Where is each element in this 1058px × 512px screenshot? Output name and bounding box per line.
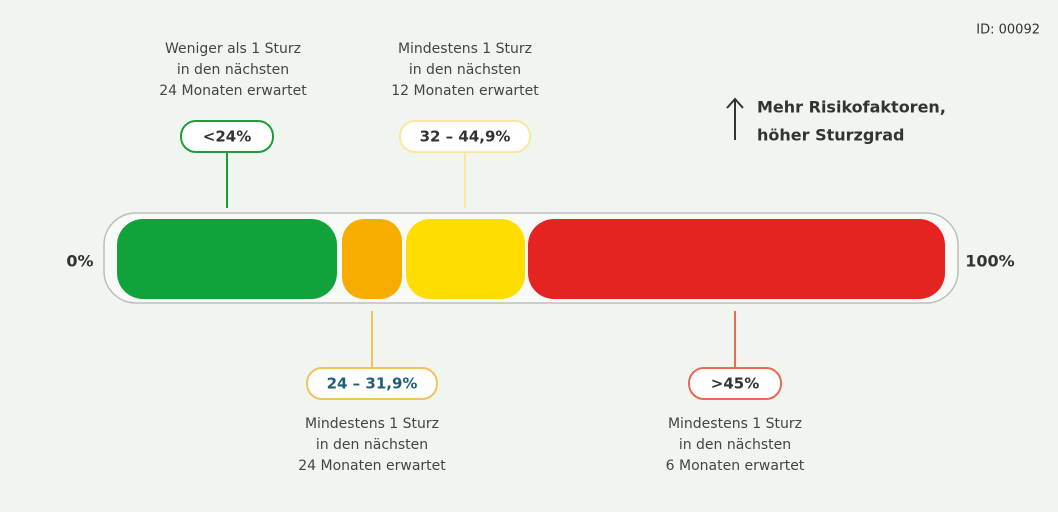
description: in den nächsten xyxy=(177,62,289,78)
description: Mindestens 1 Sturz xyxy=(305,416,439,432)
scale-start: 0% xyxy=(66,252,93,271)
segment-red xyxy=(528,219,945,299)
arrow-head xyxy=(726,97,744,109)
description: 24 Monaten erwartet xyxy=(298,458,446,474)
description: Weniger als 1 Sturz xyxy=(165,41,301,57)
description: 24 Monaten erwartet xyxy=(159,83,307,99)
segment-yellow xyxy=(406,219,525,299)
description: 12 Monaten erwartet xyxy=(391,83,539,99)
description: in den nächsten xyxy=(679,437,791,453)
id-label: ID: 00092 xyxy=(976,23,1040,38)
note: Mehr Risikofaktoren, xyxy=(757,98,946,117)
scale-end: 100% xyxy=(965,252,1014,271)
description: Mindestens 1 Sturz xyxy=(398,41,532,57)
description: in den nächsten xyxy=(409,62,521,78)
segment-orange xyxy=(342,219,402,299)
badge: >45% xyxy=(711,375,759,393)
badge: 24 – 31,9% xyxy=(327,375,418,393)
segment-green xyxy=(117,219,337,299)
badge: 32 – 44,9% xyxy=(420,128,511,146)
description: 6 Monaten erwartet xyxy=(666,458,805,474)
badge-frame xyxy=(306,367,438,400)
badge-frame xyxy=(688,367,782,400)
note: höher Sturzgrad xyxy=(757,126,904,145)
badge: <24% xyxy=(203,128,251,146)
description: Mindestens 1 Sturz xyxy=(668,416,802,432)
description: in den nächsten xyxy=(316,437,428,453)
